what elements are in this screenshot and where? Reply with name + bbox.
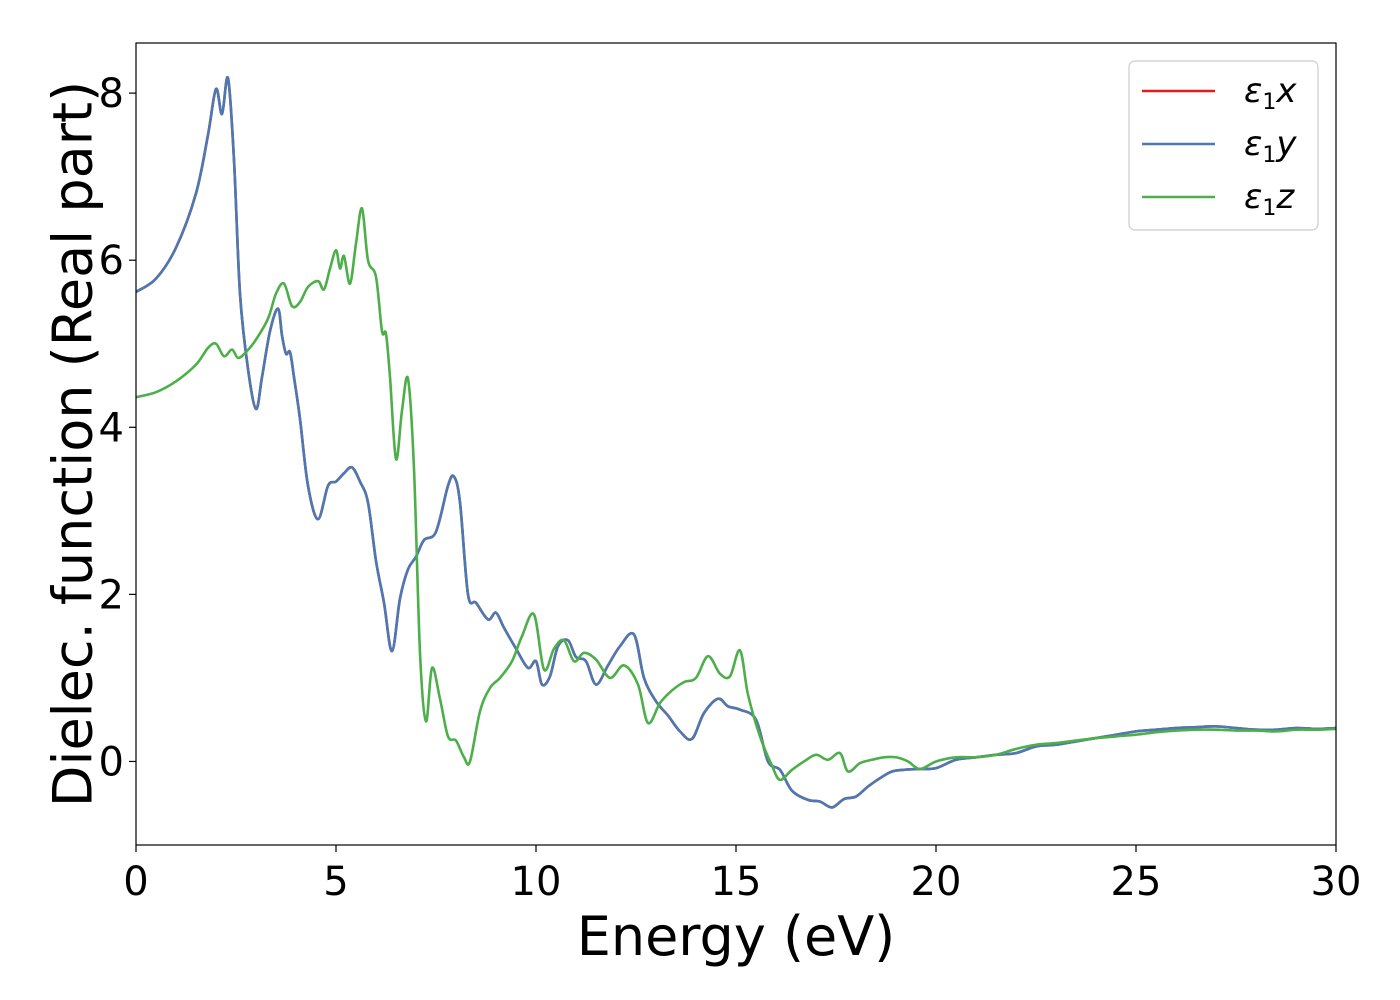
x-tick-label: 30 bbox=[1311, 859, 1362, 905]
x-tick-label: 10 bbox=[511, 859, 562, 905]
legend-box bbox=[1128, 60, 1319, 231]
x-tick-label: 5 bbox=[323, 859, 348, 905]
legend: ε1x ε1y ε1z bbox=[1128, 60, 1319, 231]
x-tick-label: 15 bbox=[711, 859, 762, 905]
x-tick-label: 0 bbox=[123, 859, 148, 905]
legend-label-z: ε1z bbox=[1244, 177, 1295, 221]
plot-lines bbox=[136, 76, 1336, 809]
y-tick-label: 2 bbox=[99, 572, 124, 618]
x-axis: 0 5 10 15 20 25 30 bbox=[123, 845, 1361, 905]
y-axis: 0 2 4 6 8 bbox=[99, 71, 136, 785]
x-tick-label: 25 bbox=[1111, 859, 1162, 905]
series-line-z bbox=[136, 207, 1336, 782]
legend-label-y: ε1y bbox=[1244, 124, 1297, 168]
x-axis-title: Energy (eV) bbox=[577, 905, 896, 968]
y-tick-label: 8 bbox=[99, 71, 124, 117]
y-tick-label: 4 bbox=[99, 405, 124, 451]
y-tick-label: 0 bbox=[99, 739, 124, 785]
x-tick-label: 20 bbox=[911, 859, 962, 905]
y-axis-title: Dielec. function (Real part) bbox=[42, 81, 105, 807]
y-tick-label: 6 bbox=[99, 238, 124, 284]
legend-label-x: ε1x bbox=[1244, 71, 1297, 115]
